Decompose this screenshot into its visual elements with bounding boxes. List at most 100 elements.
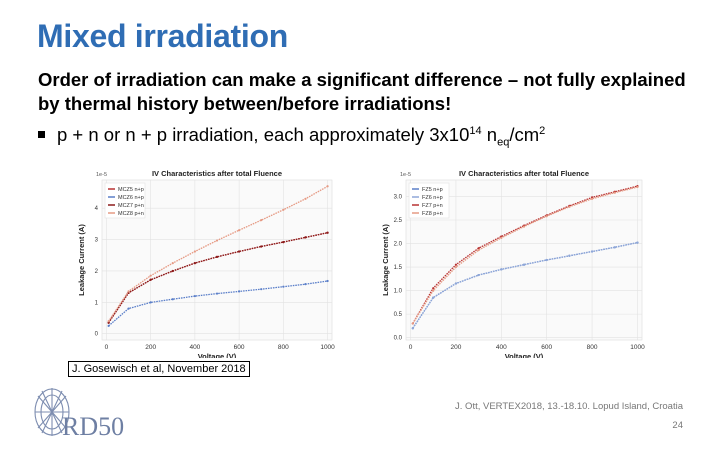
data-point [590, 197, 594, 200]
y-tick-label: 2.0 [394, 242, 403, 248]
data-point [127, 291, 130, 295]
data-point [613, 246, 616, 249]
data-point [522, 263, 526, 266]
legend-label: FZ7 p+n [422, 203, 443, 209]
iv-chart-fz: 0 200 400 600 800 1000 0.0 0.5 1.0 1.5 2.0 2.5 3.0 IV… [381, 169, 645, 358]
y-tick-label: 0.5 [394, 312, 403, 318]
y-tick-label: 3.0 [394, 194, 403, 200]
x-tick-label: 600 [541, 344, 552, 351]
series-line [412, 241, 638, 329]
data-point [127, 307, 130, 310]
x-tick-label: 400 [189, 344, 200, 351]
y-scale-label: 1e-5 [96, 172, 107, 178]
data-point [500, 268, 503, 271]
y-tick-label: 3 [95, 238, 99, 244]
data-point [238, 229, 241, 232]
bullet-text: p + n or n + p irradiation, each approxi… [57, 124, 546, 149]
data-point [636, 185, 639, 189]
y-axis-label: Leakage Current (A) [381, 224, 390, 296]
y-tick-label: 1.0 [394, 289, 403, 295]
data-point [454, 282, 458, 285]
data-point [304, 236, 307, 239]
data-point [432, 296, 435, 299]
y-tick-label: 4 [95, 206, 99, 212]
data-point [171, 262, 174, 265]
data-point [613, 191, 616, 194]
data-point [127, 290, 130, 293]
x-tick-label: 800 [587, 344, 598, 351]
data-point [568, 254, 571, 257]
y-tick-label: 0.0 [394, 336, 403, 342]
data-point [522, 225, 526, 228]
data-point [590, 250, 594, 253]
data-point [215, 239, 219, 242]
data-point [107, 324, 110, 327]
data-point [411, 327, 414, 330]
y-tick-label: 1.5 [394, 265, 403, 271]
data-point [282, 208, 285, 211]
data-point [171, 298, 174, 301]
chart-title: IV Characteristics after total Fluence [152, 169, 282, 178]
data-point [326, 279, 329, 283]
data-point [432, 289, 435, 292]
data-point [500, 236, 503, 239]
data-point [545, 258, 548, 262]
footer-text: J. Ott, VERTEX2018, 13.-18.10. Lopud Isl… [455, 401, 683, 412]
data-point [193, 250, 196, 253]
data-point [282, 241, 285, 244]
rd50-logo-text: RD50 [62, 412, 125, 441]
intro-paragraph: Order of irradiation can make a signific… [38, 69, 686, 114]
x-tick-label: 0 [105, 344, 109, 351]
data-point [215, 292, 219, 295]
x-tick-label: 1000 [630, 344, 645, 351]
data-point [215, 255, 219, 258]
data-point [326, 231, 329, 234]
legend-label: MCZ8 p+n [118, 211, 144, 217]
legend-label: FZ6 n+p [422, 195, 443, 201]
x-axis-label: Voltage (V) [505, 352, 544, 358]
data-point [304, 283, 307, 286]
x-axis-label: Voltage (V) [198, 352, 237, 358]
legend-label: MCZ7 p+n [118, 203, 144, 209]
x-tick-label: 800 [278, 344, 289, 351]
data-point [149, 301, 152, 304]
data-point [304, 197, 307, 200]
x-tick-label: 400 [496, 344, 507, 351]
series-line [412, 185, 638, 324]
data-point [568, 205, 571, 208]
data-point [260, 245, 263, 248]
data-point [411, 322, 414, 325]
chart-title: IV Characteristics after total Fluence [459, 169, 589, 178]
data-point [149, 274, 152, 277]
x-tick-label: 200 [450, 344, 461, 351]
data-point [454, 265, 458, 269]
series-line [108, 232, 328, 324]
page-number: 24 [672, 420, 683, 431]
iv-chart-mcz: 0 200 400 600 800 1000 0 1 2 3 4 IV Characteristics… [77, 169, 335, 358]
bullet-item: p + n or n + p irradiation, each approxi… [38, 124, 545, 149]
bullet-square-icon [38, 131, 45, 138]
data-point [636, 241, 639, 244]
data-point [432, 287, 435, 290]
legend-label: MCZ5 n+p [118, 187, 144, 193]
x-tick-label: 200 [145, 344, 156, 351]
data-point [260, 219, 263, 222]
data-point [282, 285, 285, 288]
slide-title: Mixed irradiation [37, 18, 288, 54]
y-axis-label: Leakage Current (A) [77, 224, 86, 296]
data-point [171, 269, 174, 273]
data-point [238, 250, 241, 253]
x-tick-label: 0 [409, 344, 413, 351]
data-point [454, 263, 458, 266]
data-point [326, 185, 329, 188]
legend-label: MCZ6 n+p [118, 195, 144, 201]
data-point [477, 249, 480, 252]
data-point [477, 247, 480, 250]
data-point [107, 321, 110, 324]
data-point [238, 290, 241, 293]
x-tick-label: 1000 [320, 344, 335, 351]
y-tick-label: 2 [95, 269, 99, 275]
rd50-logo-icon [34, 388, 70, 436]
y-tick-label: 0 [95, 332, 99, 338]
legend-label: FZ8 p+n [422, 211, 443, 217]
